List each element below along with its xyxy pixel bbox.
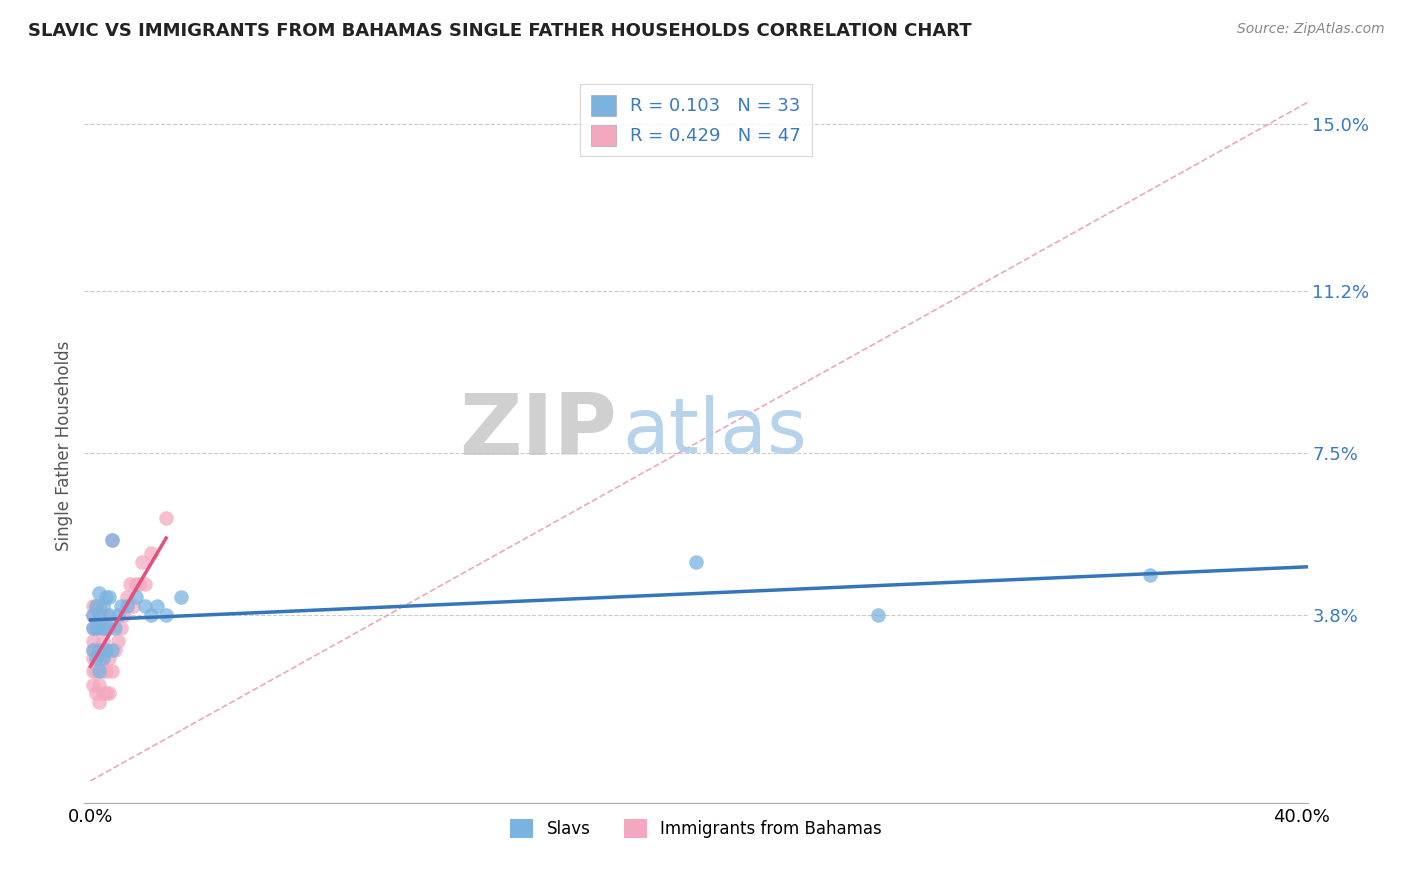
Point xyxy=(112,607,135,622)
Point xyxy=(89,642,111,657)
Point xyxy=(146,599,169,613)
Point xyxy=(86,665,108,679)
Point xyxy=(104,642,127,657)
Point xyxy=(91,599,114,613)
Point xyxy=(97,651,120,665)
Point xyxy=(121,599,143,613)
Point xyxy=(82,677,104,691)
Point xyxy=(115,599,138,613)
Point xyxy=(107,607,129,622)
Point xyxy=(86,642,108,657)
Point xyxy=(94,590,117,604)
Point xyxy=(86,651,108,665)
Point xyxy=(82,621,104,635)
Point xyxy=(97,621,120,635)
Point xyxy=(118,577,141,591)
Point xyxy=(94,642,117,657)
Point xyxy=(94,686,117,700)
Point xyxy=(89,642,111,657)
Point xyxy=(155,511,177,525)
Point xyxy=(82,642,104,657)
Point xyxy=(91,665,114,679)
Text: ZIP: ZIP xyxy=(458,390,616,474)
Point xyxy=(94,642,117,657)
Point xyxy=(89,621,111,635)
Point xyxy=(91,651,114,665)
Point xyxy=(100,533,122,548)
Point xyxy=(100,665,122,679)
Y-axis label: Single Father Households: Single Father Households xyxy=(55,341,73,551)
Point xyxy=(139,546,162,560)
Point xyxy=(89,695,111,709)
Point xyxy=(94,665,117,679)
Point xyxy=(82,599,104,613)
Point xyxy=(89,665,111,679)
Point xyxy=(100,533,122,548)
Point xyxy=(82,607,104,622)
Point xyxy=(89,677,111,691)
Point xyxy=(134,599,156,613)
Point xyxy=(170,590,193,604)
Point xyxy=(82,665,104,679)
Point xyxy=(86,599,108,613)
Point xyxy=(94,607,117,622)
Point xyxy=(91,607,114,622)
Text: Source: ZipAtlas.com: Source: ZipAtlas.com xyxy=(1237,22,1385,37)
Text: atlas: atlas xyxy=(623,395,807,468)
Point xyxy=(128,577,150,591)
Point xyxy=(97,590,120,604)
Point xyxy=(82,633,104,648)
Point xyxy=(82,607,104,622)
Point xyxy=(89,599,111,613)
Point xyxy=(100,642,122,657)
Point xyxy=(97,607,120,622)
Point xyxy=(107,633,129,648)
Point xyxy=(866,607,889,622)
Point xyxy=(139,607,162,622)
Text: SLAVIC VS IMMIGRANTS FROM BAHAMAS SINGLE FATHER HOUSEHOLDS CORRELATION CHART: SLAVIC VS IMMIGRANTS FROM BAHAMAS SINGLE… xyxy=(28,22,972,40)
Point xyxy=(86,686,108,700)
Point xyxy=(91,686,114,700)
Point xyxy=(110,621,132,635)
Point xyxy=(110,599,132,613)
Point xyxy=(86,651,108,665)
Point xyxy=(104,621,127,635)
Point xyxy=(86,621,108,635)
Point xyxy=(125,590,148,604)
Point xyxy=(134,577,156,591)
Point xyxy=(115,590,138,604)
Point xyxy=(131,555,153,569)
Point xyxy=(94,621,117,635)
Legend: Slavs, Immigrants from Bahamas: Slavs, Immigrants from Bahamas xyxy=(503,812,889,845)
Point xyxy=(1139,568,1161,582)
Point xyxy=(685,555,707,569)
Point xyxy=(86,599,108,613)
Point xyxy=(82,642,104,657)
Point xyxy=(89,607,111,622)
Point xyxy=(89,585,111,599)
Point xyxy=(91,651,114,665)
Point xyxy=(91,633,114,648)
Point xyxy=(125,577,148,591)
Point xyxy=(89,651,111,665)
Point xyxy=(91,621,114,635)
Point xyxy=(155,607,177,622)
Point xyxy=(82,651,104,665)
Point xyxy=(86,621,108,635)
Point xyxy=(82,621,104,635)
Point xyxy=(97,686,120,700)
